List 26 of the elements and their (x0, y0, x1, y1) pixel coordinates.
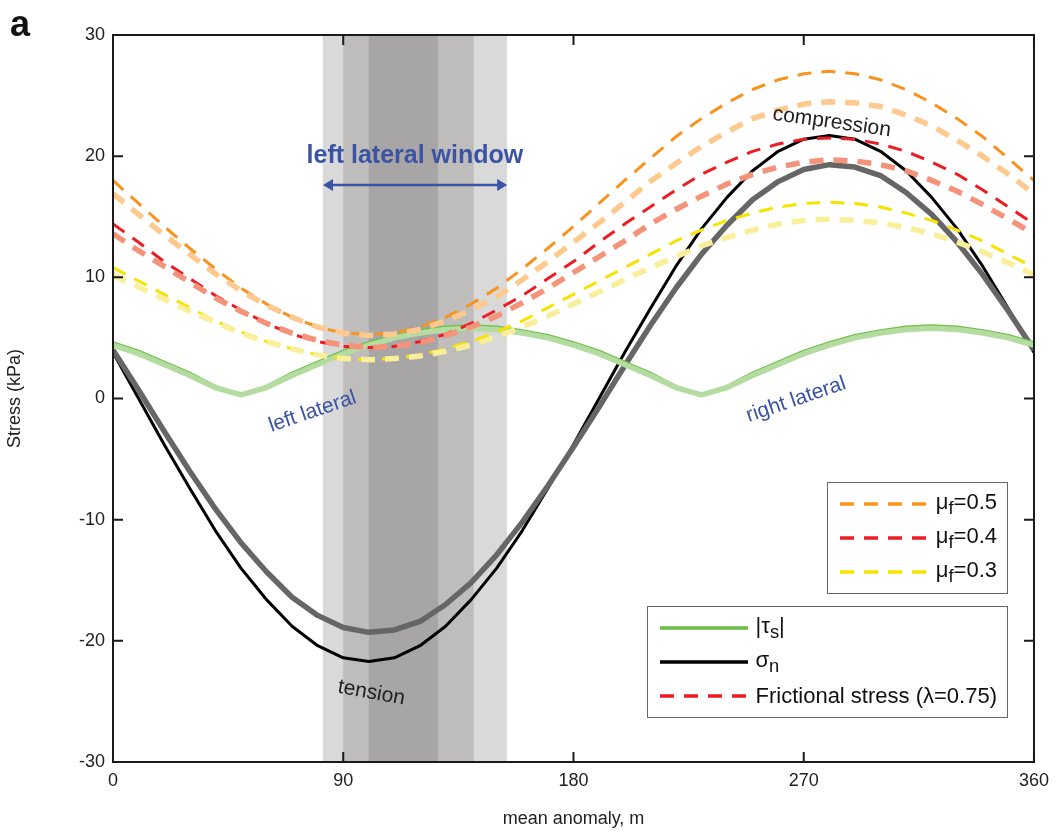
x-axis-title: mean anomaly, m (502, 808, 645, 829)
x-tick-label: 180 (558, 769, 589, 790)
x-tick-label: 90 (333, 769, 354, 790)
annotation: left lateral (265, 384, 359, 436)
legend-label: μ$_{f}$=0.4 (935, 522, 997, 554)
y-tick-label: 20 (84, 145, 105, 166)
x-tick-label: 360 (1018, 769, 1050, 790)
annotation: Frictional stress (λ=0.75) (755, 683, 997, 709)
y-axis-title: Stress (kPa) (3, 348, 24, 449)
text: a (10, 2, 31, 44)
legend-label: |τ$_{s}$| (755, 612, 785, 644)
y-tick-label: -10 (78, 508, 105, 529)
legend-label: μ$_{f}$=0.3 (935, 556, 997, 588)
band-label: left lateral window (306, 140, 524, 168)
y-tick-label: -20 (78, 629, 105, 650)
annotation: tension (336, 673, 408, 709)
x-tick-label: 270 (788, 769, 819, 790)
y-tick-label: 30 (84, 23, 105, 44)
y-tick-label: 0 (94, 387, 105, 408)
annotation: right lateral (742, 370, 849, 426)
legend-label: μ$_{f}$=0.5 (935, 488, 997, 520)
annotation: compression (771, 100, 893, 141)
y-tick-label: 10 (84, 266, 105, 287)
x-tick-label: 0 (107, 769, 119, 790)
y-tick-label: -30 (78, 750, 105, 771)
legend-label: σ$_{n}$ (755, 646, 780, 678)
